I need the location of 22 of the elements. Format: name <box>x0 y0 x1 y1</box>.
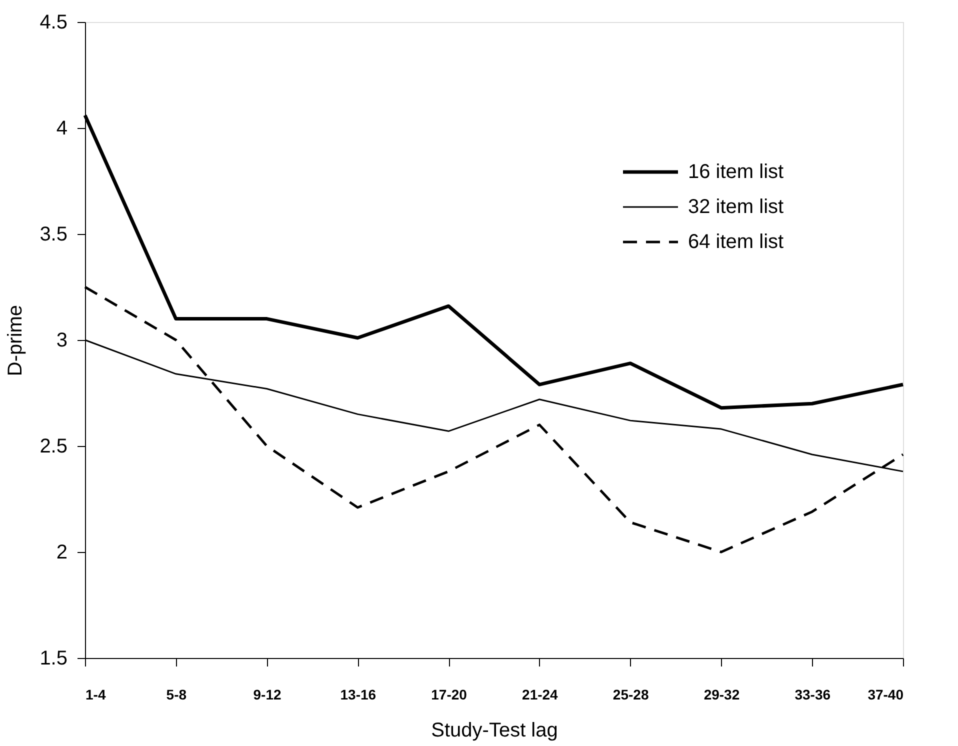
y-tick-label: 2.5 <box>40 436 68 458</box>
x-tick-label: 25-28 <box>612 686 649 702</box>
y-tick-label: 2 <box>56 542 68 564</box>
x-tick-label: 29-32 <box>704 686 740 702</box>
legend-label: 64 item list <box>688 231 784 253</box>
x-tick-label: 5-8 <box>166 686 187 702</box>
y-tick-label: 4 <box>56 118 68 140</box>
x-tick-label: 13-16 <box>340 686 376 702</box>
y-tick-label: 4.5 <box>40 12 68 34</box>
legend-label: 32 item list <box>688 196 784 218</box>
x-axis-title: Study-Test lag <box>431 720 558 742</box>
y-tick-label: 3 <box>56 330 68 352</box>
x-tick-label: 21-24 <box>522 686 558 702</box>
x-tick-label: 9-12 <box>253 686 282 702</box>
x-tick-label: 33-36 <box>794 686 831 702</box>
x-tick-label: 37-40 <box>868 686 904 702</box>
y-tick-label: 1.5 <box>40 648 68 670</box>
x-tick-label: 17-20 <box>431 686 468 702</box>
x-tick-label: 1-4 <box>86 686 106 702</box>
legend-label: 16 item list <box>688 161 784 183</box>
y-tick-label: 3.5 <box>40 224 68 246</box>
y-axis-title: D-prime <box>4 304 27 376</box>
